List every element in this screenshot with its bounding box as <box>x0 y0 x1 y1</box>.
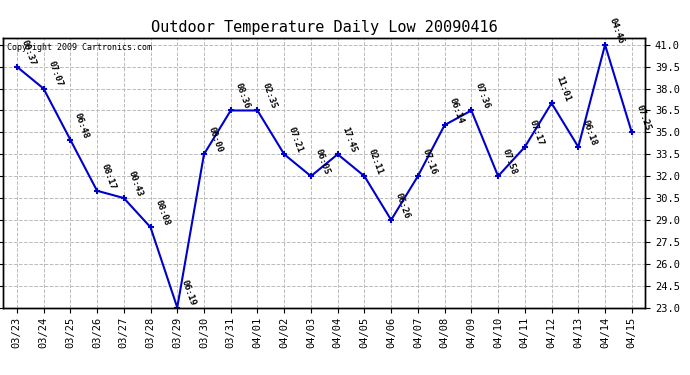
Text: Copyright 2009 Cartronics.com: Copyright 2009 Cartronics.com <box>7 43 152 52</box>
Text: 07:58: 07:58 <box>501 148 518 176</box>
Text: 04:46: 04:46 <box>608 16 625 45</box>
Text: 06:19: 06:19 <box>180 279 197 307</box>
Text: 07:17: 07:17 <box>527 118 545 147</box>
Text: 07:16: 07:16 <box>421 148 438 176</box>
Text: 08:36: 08:36 <box>233 82 251 110</box>
Text: 00:37: 00:37 <box>19 38 37 66</box>
Text: 02:35: 02:35 <box>260 82 278 110</box>
Text: 07:36: 07:36 <box>474 82 492 110</box>
Text: 06:48: 06:48 <box>73 111 90 140</box>
Text: 06:26: 06:26 <box>394 191 411 220</box>
Title: Outdoor Temperature Daily Low 20090416: Outdoor Temperature Daily Low 20090416 <box>151 20 497 35</box>
Text: 06:18: 06:18 <box>581 118 599 147</box>
Text: 07:21: 07:21 <box>287 126 304 154</box>
Text: 07:25: 07:25 <box>635 104 652 132</box>
Text: 11:01: 11:01 <box>554 75 572 103</box>
Text: 07:07: 07:07 <box>46 60 64 88</box>
Text: 00:00: 00:00 <box>207 126 224 154</box>
Text: 00:43: 00:43 <box>126 170 144 198</box>
Text: 17:45: 17:45 <box>340 126 358 154</box>
Text: 06:14: 06:14 <box>447 96 465 125</box>
Text: 08:08: 08:08 <box>153 199 171 227</box>
Text: 06:05: 06:05 <box>313 148 331 176</box>
Text: 02:11: 02:11 <box>367 148 385 176</box>
Text: 08:17: 08:17 <box>100 162 117 190</box>
